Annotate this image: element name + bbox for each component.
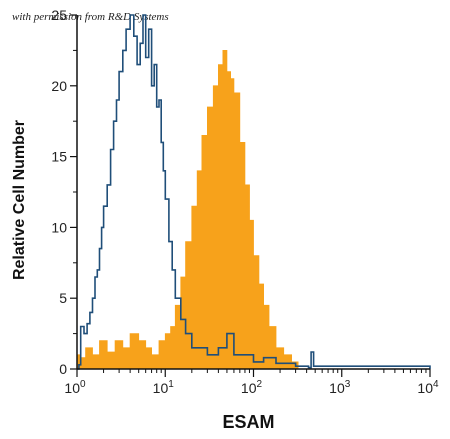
x-tick-label: 101 <box>153 379 175 396</box>
x-tick-label: 103 <box>329 379 351 396</box>
y-tick-label: 25 <box>51 7 67 23</box>
x-axis-title: ESAM <box>222 412 274 432</box>
x-tick-label: 100 <box>64 379 86 396</box>
x-tick-label: 102 <box>241 379 263 396</box>
isotype-control-histogram <box>77 14 431 370</box>
y-tick-label: 10 <box>51 219 67 235</box>
y-tick-label: 20 <box>51 78 67 94</box>
x-axis-ticks: 100 101 102 103 104 <box>64 369 439 396</box>
y-axis-title: Relative Cell Number <box>11 120 28 280</box>
y-tick-label: 5 <box>59 290 67 306</box>
y-tick-label: 15 <box>51 149 67 165</box>
y-tick-label: 0 <box>59 361 67 377</box>
esam-stained-histogram <box>76 50 430 370</box>
plot-area: 100 101 102 103 104 0 5 10 15 20 25 <box>51 7 439 396</box>
y-axis-ticks: 0 5 10 15 20 25 <box>51 7 77 377</box>
x-tick-label: 104 <box>417 379 439 396</box>
